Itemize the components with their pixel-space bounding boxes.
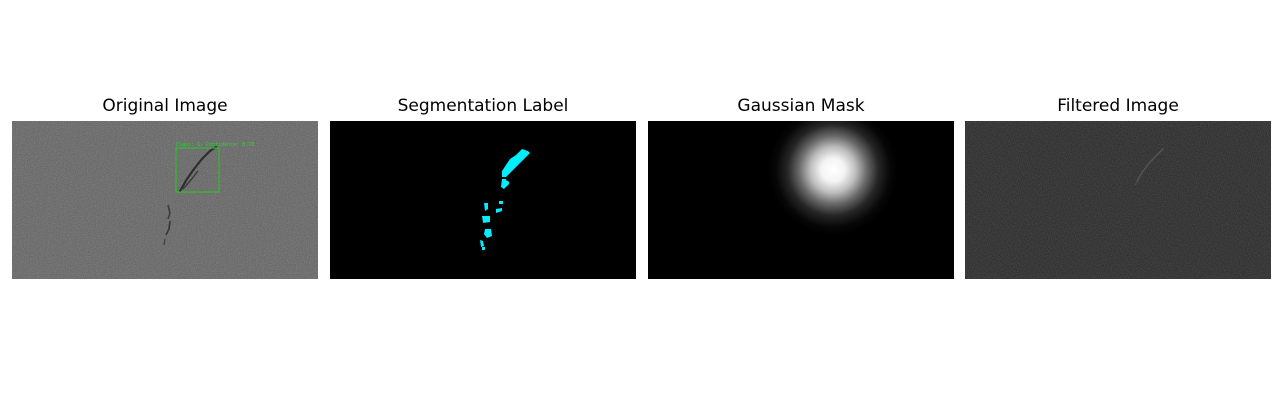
segmentation-mask xyxy=(330,121,636,279)
original-image-panel: Class: 1, Confidence: 0.78 xyxy=(12,121,318,279)
filtered-image-panel xyxy=(965,121,1271,279)
gaussian-mask xyxy=(648,121,954,279)
segmentation-label-panel xyxy=(330,121,636,279)
filtered-image-title: Filtered Image xyxy=(1057,96,1179,116)
original-image-title: Original Image xyxy=(102,96,228,116)
original-image: Class: 1, Confidence: 0.78 xyxy=(12,121,318,279)
filtered-image xyxy=(965,121,1271,279)
detection-label: Class: 1, Confidence: 0.78 xyxy=(176,142,254,148)
gaussian-mask-panel xyxy=(648,121,954,279)
segmentation-label-title: Segmentation Label xyxy=(397,96,569,116)
detection-bounding-box xyxy=(175,147,220,193)
gaussian-mask-title: Gaussian Mask xyxy=(737,96,865,116)
